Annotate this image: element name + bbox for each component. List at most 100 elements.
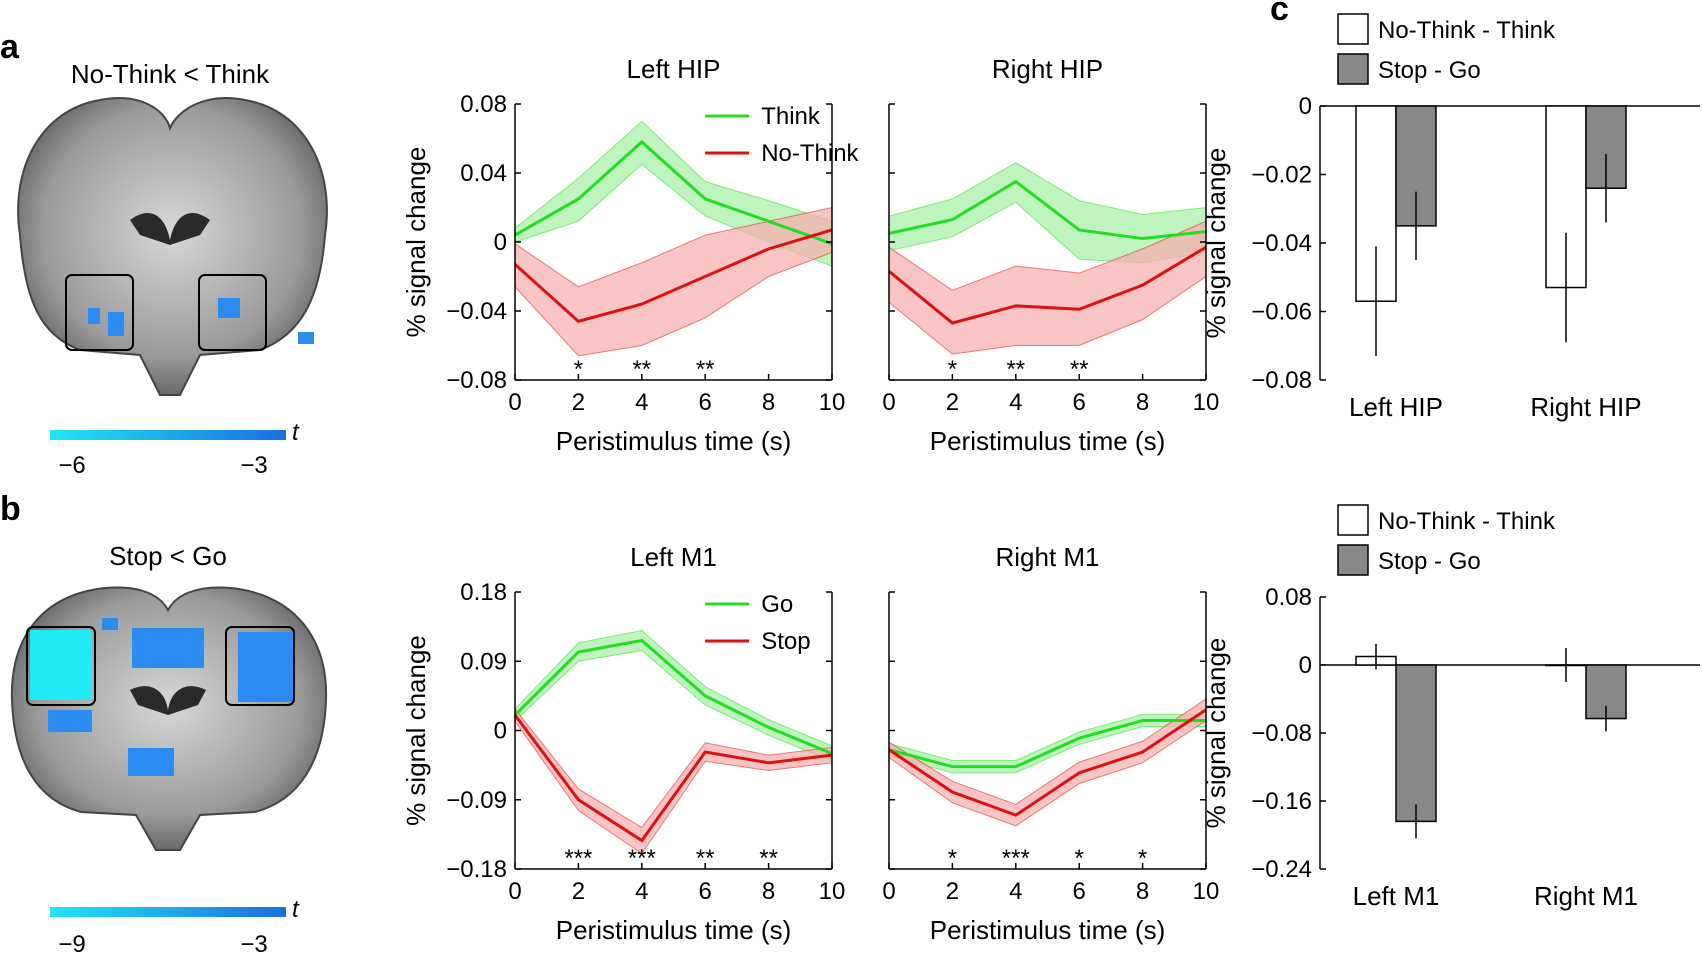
y-tick-label: −0.02 (1251, 162, 1312, 189)
brain-ventricles-b (130, 686, 206, 715)
y-tick-label: −0.06 (1251, 299, 1312, 326)
activation-blob-b1 (30, 630, 92, 700)
roi-box-right-m1 (225, 626, 295, 706)
category-label: Right M1 (1534, 881, 1638, 911)
x-axis-label: Peristimulus time (s) (930, 915, 1165, 945)
y-axis-label: % signal change (1201, 148, 1231, 339)
x-axis-label: Peristimulus time (s) (556, 915, 791, 945)
significance-marker: ** (1006, 356, 1025, 383)
series-line-no-think (888, 245, 1207, 325)
x-tick-label: 6 (1073, 878, 1086, 905)
y-axis-label: % signal change (401, 147, 431, 338)
x-axis-label: Peristimulus time (s) (556, 426, 791, 456)
significance-marker: ** (696, 845, 715, 872)
y-tick-label: 0.08 (1265, 584, 1312, 611)
x-tick-label: 8 (1136, 878, 1149, 905)
y-tick-label: 0.18 (460, 579, 507, 606)
chart-m1-differences: −0.24 −0.16 −0.08 0 0.08 % signal change Left … (1201, 504, 1700, 911)
x-tick-label: 2 (946, 878, 959, 905)
significance-marker: ** (696, 356, 715, 383)
roi-box-left-m1 (26, 626, 96, 706)
chart-title: Right HIP (992, 54, 1103, 84)
legend-label: Stop (761, 628, 810, 655)
y-axis-label: % signal change (1201, 638, 1231, 829)
y-axis-label: % signal change (401, 635, 431, 826)
x-tick-label: 0 (508, 878, 521, 905)
significance-marker: *** (564, 845, 592, 872)
significance-marker: * (1075, 845, 1084, 872)
legend-label: Go (761, 591, 793, 618)
activation-blob-a4 (298, 332, 314, 344)
y-tick-label: 0 (494, 229, 507, 256)
confidence-band-no-think (514, 206, 833, 357)
contrast-label-b: Stop < Go (109, 541, 227, 571)
x-tick-label: 2 (572, 878, 585, 905)
y-tick-label: −0.04 (446, 298, 507, 325)
legend-label: No-Think (761, 140, 859, 167)
significance-marker: * (948, 845, 957, 872)
x-tick-label: 4 (1009, 878, 1022, 905)
x-tick-label: 4 (635, 389, 648, 416)
x-tick-label: 0 (508, 389, 521, 416)
series-line-think (888, 179, 1207, 241)
series-line-think (514, 139, 833, 246)
panel-letter-c: c (1270, 0, 1289, 28)
colorbar-min-b: −9 (58, 931, 85, 958)
chart-hip-differences: −0.08 −0.06 −0.04 −0.02 0 % signal change Left… (1201, 13, 1700, 422)
y-tick-label: 0.08 (460, 91, 507, 118)
significance-marker: *** (1002, 845, 1030, 872)
chart-title: Left M1 (630, 542, 717, 572)
chart-left-hip: Left HIP −0.08 −0.04 0 0.04 0.08 0 2 4 6 8 10 Perist… (401, 54, 860, 456)
significance-marker: ** (759, 845, 778, 872)
x-tick-label: 10 (819, 389, 846, 416)
legend-label: No-Think - Think (1378, 508, 1556, 535)
colorbar-max-b: −3 (240, 931, 267, 958)
y-tick-label: −0.08 (446, 367, 507, 394)
contrast-label-a: No-Think < Think (71, 59, 270, 89)
roi-box-right-hip (198, 274, 267, 351)
x-tick-label: 6 (1073, 389, 1086, 416)
colorbar-a (50, 430, 286, 440)
x-tick-label: 6 (699, 878, 712, 905)
panel-letter-a: a (0, 28, 20, 66)
y-tick-label: 0.04 (460, 160, 507, 187)
series-line-go (888, 718, 1206, 769)
activation-blob-b6 (102, 618, 118, 630)
x-tick-label: 2 (572, 389, 585, 416)
series-line-stop (513, 714, 833, 843)
x-tick-label: 6 (699, 389, 712, 416)
colorbar-min-a: −6 (58, 452, 85, 479)
x-tick-label: 8 (762, 389, 775, 416)
x-tick-label: 4 (635, 878, 648, 905)
legend-swatch (1337, 504, 1369, 536)
chart-left-m1: Left M1 −0.18 −0.09 0 0.09 0.18 0 2 4 6 8 10 Peristi… (401, 542, 845, 945)
activation-blob-a3 (218, 298, 240, 318)
brain-ventricles-a (130, 212, 210, 245)
legend-label: No-Think - Think (1378, 17, 1556, 44)
x-tick-label: 2 (946, 389, 959, 416)
category-label: Left M1 (1353, 881, 1440, 911)
x-tick-label: 0 (882, 878, 895, 905)
series-line-go (513, 638, 833, 755)
x-tick-label: 8 (762, 878, 775, 905)
significance-marker: * (948, 356, 957, 383)
significance-marker: * (1138, 845, 1147, 872)
legend-label: Stop - Go (1378, 548, 1481, 575)
activation-blob-b3 (132, 628, 204, 668)
colorbar-b (50, 907, 286, 917)
y-tick-label: −0.16 (1251, 788, 1312, 815)
legend-swatch (1337, 13, 1369, 45)
x-tick-label: 8 (1136, 389, 1149, 416)
activation-blob-b5 (128, 748, 174, 776)
legend-label: Stop - Go (1378, 57, 1481, 84)
colorbar-label-a: t (292, 419, 300, 446)
brain-slice-a (17, 97, 328, 396)
significance-marker: *** (628, 845, 656, 872)
y-tick-label: −0.04 (1251, 230, 1312, 257)
category-label: Right HIP (1530, 392, 1641, 422)
brain-image-a: No-Think < Think t −6 −3 (17, 59, 328, 479)
x-tick-label: 10 (1193, 389, 1220, 416)
y-tick-label: −0.18 (446, 856, 507, 883)
